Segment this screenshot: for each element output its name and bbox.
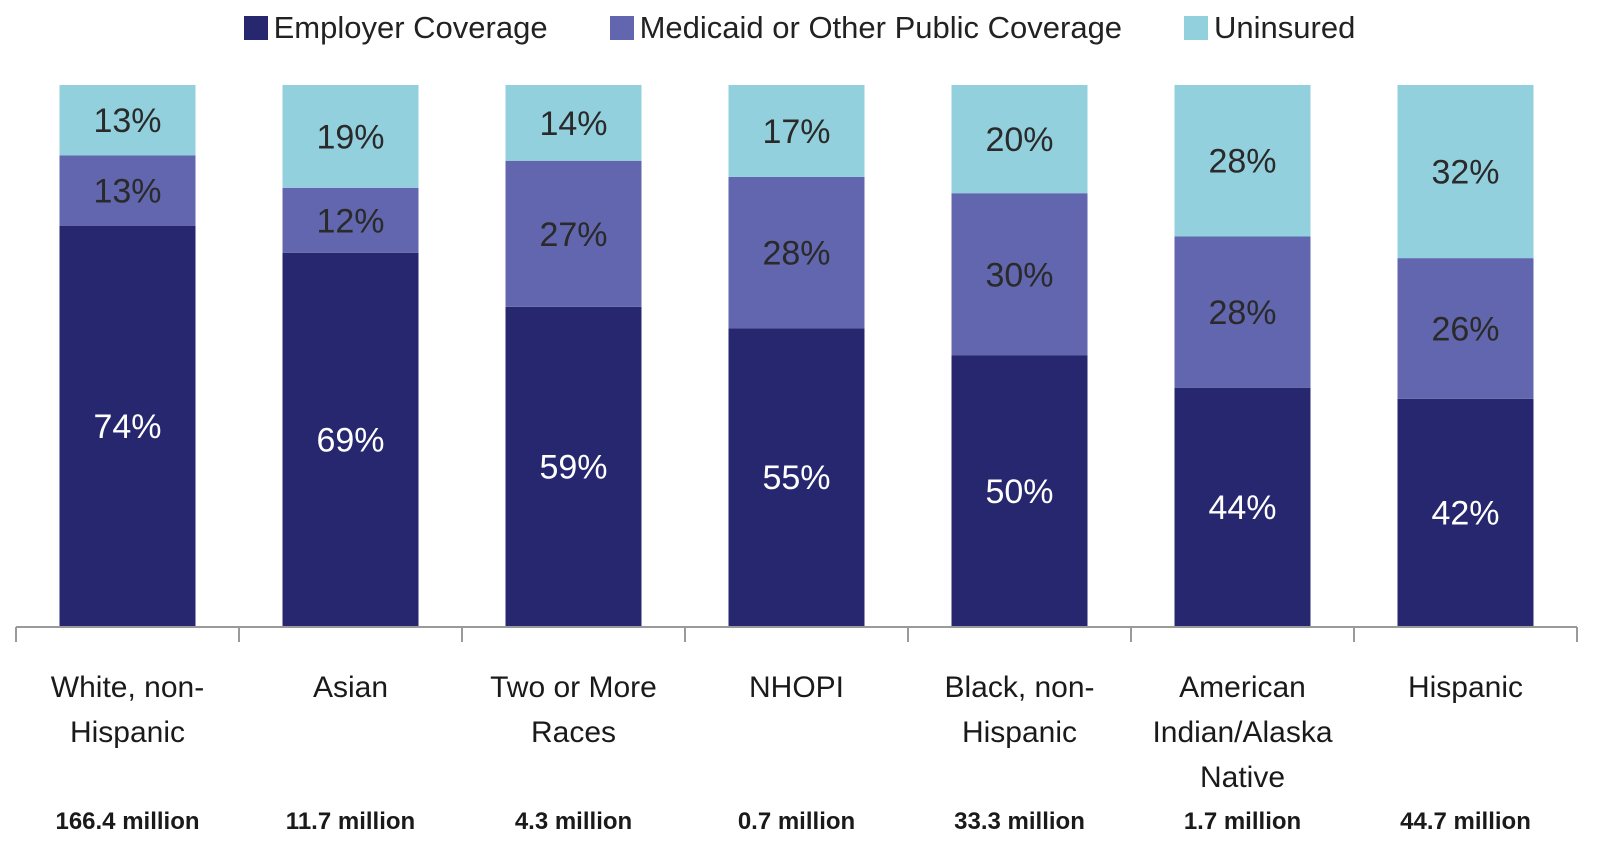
data-label: 44% [1208, 489, 1276, 527]
population-label: 166.4 million [18, 808, 238, 836]
data-label: 32% [1431, 154, 1499, 192]
data-label: 17% [762, 113, 830, 151]
x-tick-label-line: Indian/Alaska [1133, 710, 1353, 755]
data-label: 26% [1431, 310, 1499, 348]
x-tick-label-line: White, non- [18, 665, 238, 710]
population-label: 1.7 million [1133, 808, 1353, 836]
data-label: 28% [1208, 143, 1276, 181]
data-label: 14% [539, 105, 607, 143]
data-label: 20% [985, 121, 1053, 159]
x-tick-label-line: American [1133, 665, 1353, 710]
data-label: 13% [93, 102, 161, 140]
population-label: 4.3 million [464, 808, 684, 836]
x-tick-label-line: Black, non- [910, 665, 1130, 710]
data-label: 28% [1208, 294, 1276, 332]
data-label: 69% [316, 421, 384, 459]
x-tick-label: White, non- Hispanic [18, 665, 238, 755]
population-label: 33.3 million [910, 808, 1130, 836]
x-tick-label: NHOPI [687, 665, 907, 710]
population-label: 44.7 million [1356, 808, 1576, 836]
data-label: 19% [316, 118, 384, 156]
x-tick-label-line: Hispanic [18, 710, 238, 755]
x-tick-label-line: Asian [241, 665, 461, 710]
data-label: 42% [1431, 494, 1499, 532]
data-label: 59% [539, 448, 607, 486]
x-tick-label: American Indian/Alaska Native [1133, 665, 1353, 800]
data-label: 13% [93, 172, 161, 210]
data-label: 27% [539, 216, 607, 254]
population-label: 0.7 million [687, 808, 907, 836]
x-tick-label-line: NHOPI [687, 665, 907, 710]
data-label: 28% [762, 235, 830, 273]
x-tick-label-line: Two or More [464, 665, 684, 710]
x-tick-label-line: Native [1133, 755, 1353, 800]
data-label: 50% [985, 473, 1053, 511]
population-label: 11.7 million [241, 808, 461, 836]
data-label: 74% [93, 408, 161, 446]
x-tick-label-line: Hispanic [910, 710, 1130, 755]
x-tick-label: Asian [241, 665, 461, 710]
x-tick-label: Black, non- Hispanic [910, 665, 1130, 755]
data-label: 55% [762, 459, 830, 497]
x-tick-label: Two or More Races [464, 665, 684, 755]
data-label: 30% [985, 256, 1053, 294]
x-tick-label: Hispanic [1356, 665, 1576, 710]
x-tick-label-line: Races [464, 710, 684, 755]
data-label: 12% [316, 202, 384, 240]
x-tick-label-line: Hispanic [1356, 665, 1576, 710]
